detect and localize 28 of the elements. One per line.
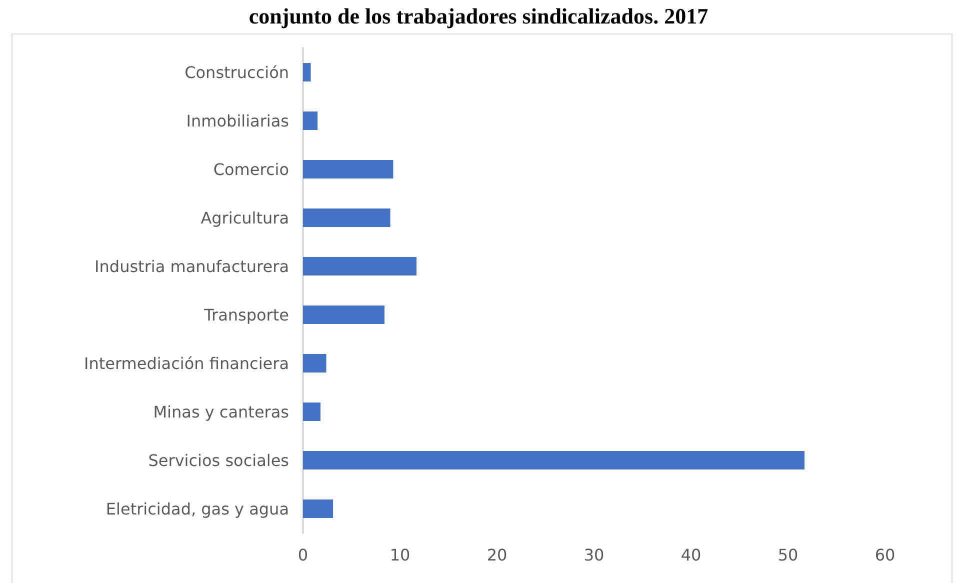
x-tick-label: 60	[874, 546, 896, 564]
bar	[303, 402, 320, 421]
bar	[303, 451, 804, 470]
x-tick-label: 40	[680, 546, 702, 564]
bar	[303, 63, 311, 82]
y-tick-label: Transporte	[203, 305, 289, 324]
chart-title: conjunto de los trabajadores sindicalizados. 2017	[248, 4, 708, 28]
bar	[303, 306, 384, 324]
bar	[303, 500, 334, 518]
x-tick-label: 30	[584, 546, 604, 564]
x-tick-label: 10	[390, 546, 410, 564]
bar	[303, 354, 326, 372]
y-tick-label: Inmobiliarias	[186, 111, 289, 130]
x-tick-label: 50	[778, 546, 798, 564]
y-tick-label: Industria manufacturera	[94, 256, 289, 276]
x-tick-label: 20	[486, 546, 508, 564]
y-tick-label: Agricultura	[200, 208, 289, 228]
y-tick-label: Intermediación financiera	[84, 354, 289, 373]
y-tick-label: Construcción	[184, 62, 289, 82]
y-tick-label: Eletricidad, gas y agua	[106, 499, 289, 518]
y-tick-label: Minas y canteras	[153, 402, 289, 422]
bar	[303, 208, 390, 227]
y-tick-label: Comercio	[213, 160, 289, 179]
bar	[303, 160, 394, 178]
bar	[303, 112, 318, 130]
y-tick-label: Servicios sociales	[148, 450, 289, 470]
x-tick-label: 0	[298, 546, 308, 564]
bar	[303, 257, 416, 276]
